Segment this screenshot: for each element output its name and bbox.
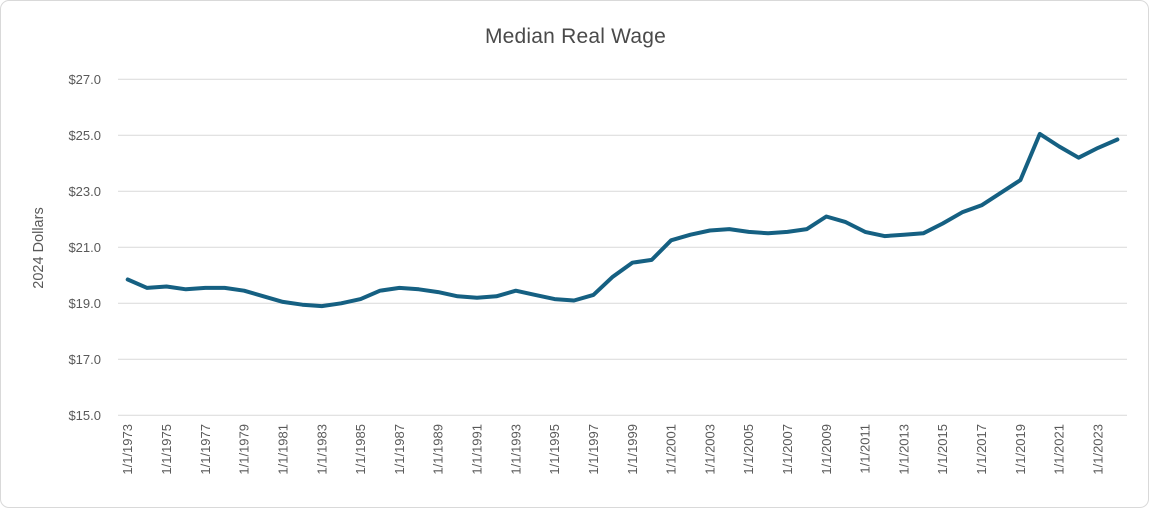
x-tick-label: 1/1/2005 (741, 424, 756, 475)
x-tick-label: 1/1/2017 (974, 424, 989, 475)
x-tick-label: 1/1/2001 (664, 424, 679, 475)
x-tick-label: 1/1/2011 (858, 424, 873, 474)
x-tick-label: 1/1/2003 (702, 424, 717, 475)
x-tick-label: 1/1/1997 (586, 424, 601, 475)
x-tick-label: 1/1/1977 (198, 424, 213, 475)
y-tick-label: $19.0 (68, 296, 101, 311)
y-tick-label: $21.0 (68, 240, 101, 255)
x-tick-label: 1/1/2019 (1013, 424, 1028, 475)
x-tick-label: 1/1/2021 (1052, 424, 1067, 475)
x-tick-label: 1/1/1983 (314, 424, 329, 475)
y-tick-label: $23.0 (68, 184, 101, 199)
x-tick-label: 1/1/1993 (508, 424, 523, 475)
y-tick-label: $15.0 (68, 408, 101, 423)
x-tick-label: 1/1/1995 (547, 424, 562, 475)
chart-title: Median Real Wage (484, 25, 666, 48)
x-tick-label: 1/1/2015 (935, 424, 950, 475)
x-tick-label: 1/1/2009 (819, 424, 834, 475)
x-tick-label: 1/1/2023 (1091, 424, 1106, 475)
x-tick-label: 1/1/1987 (392, 424, 407, 475)
x-tick-label: 1/1/1981 (275, 424, 290, 475)
x-tick-label: 1/1/1985 (353, 424, 368, 475)
x-tick-label: 1/1/1991 (470, 424, 485, 475)
x-tick-label: 1/1/1979 (237, 424, 252, 475)
series-line-median-real-wage (125, 131, 1120, 309)
x-tick-label: 1/1/2013 (896, 424, 911, 475)
y-tick-label: $27.0 (68, 72, 101, 87)
x-tick-label: 1/1/1999 (625, 424, 640, 475)
x-tick-label: 1/1/1989 (431, 424, 446, 475)
y-tick-label: $25.0 (68, 128, 101, 143)
x-tick-label: 1/1/2007 (780, 424, 795, 475)
x-tick-label: 1/1/1973 (120, 424, 135, 475)
x-tick-label: 1/1/1975 (159, 424, 174, 475)
y-tick-label: $17.0 (68, 352, 101, 367)
